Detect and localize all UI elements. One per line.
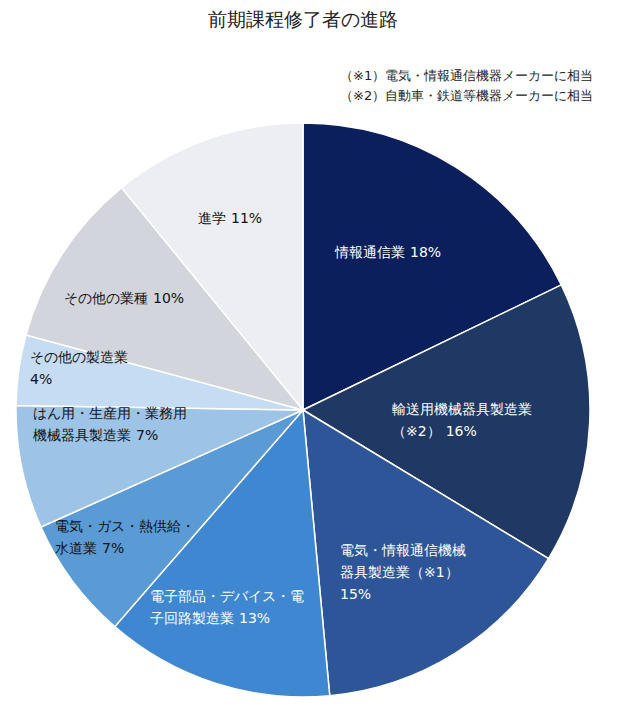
category-label: 電気・ガス・熱供給・ (55, 518, 195, 534)
value-label: 11% (231, 210, 262, 226)
pie-slice (303, 410, 549, 696)
pie-slice (16, 406, 303, 527)
category-label: 水道業 (55, 540, 97, 556)
annotation: （※1）電気・情報通信機器メーカーに相当 (340, 68, 593, 83)
slice-label: （※2） 16% (392, 423, 477, 439)
slice-label: 電気・ガス・熱供給・ (55, 518, 195, 534)
value-label: 16% (446, 423, 477, 439)
value-label: 10% (153, 290, 184, 306)
value-label: 18% (410, 244, 441, 260)
slice-label: 器具製造業（※1） (340, 564, 459, 580)
slice-label: 電気・情報通信機械 (340, 542, 466, 558)
category-label: 輸送用機械器具製造業 (392, 401, 532, 417)
annotation: （※2）自動車・鉄道等機器メーカーに相当 (340, 88, 593, 103)
category-label: 情報通信業 (334, 244, 405, 260)
category-label: 電気・情報通信機械 (340, 542, 466, 558)
category-label: 進学 (198, 210, 226, 226)
slice-label: その他の業種 10% (64, 290, 184, 306)
slice-label: 機械器具製造業 7% (33, 427, 158, 443)
slice-label: 電子部品・デバイス・電 (150, 588, 304, 604)
slice-label: 水道業 7% (55, 540, 124, 556)
pie-slice (122, 123, 303, 410)
slice-label: 輸送用機械器具製造業 (392, 401, 532, 417)
value-label: 7% (136, 427, 158, 443)
slice-label: 子回路製造業 13% (150, 610, 270, 626)
value-label: 7% (102, 540, 124, 556)
category-label: 器具製造業（※1） (340, 564, 459, 580)
category-label: その他の製造業 (30, 349, 128, 365)
chart-svg: 前期課程修了者の進路 （※1）電気・情報通信機器メーカーに相当 （※2）自動車・鉄道… (0, 0, 619, 720)
data-labels: 情報通信業 18% 輸送用機械器具製造業 （※2） 16% 電気・情報通信機械器具製造業（… (30, 210, 532, 626)
category-label: はん用・生産用・業務用 (33, 405, 187, 421)
category-label: 子回路製造業 (150, 610, 234, 626)
category-label: 機械器具製造業 (33, 427, 131, 443)
chart-container: 前期課程修了者の進路 （※1）電気・情報通信機器メーカーに相当 （※2）自動車・鉄道… (0, 0, 619, 720)
category-label: 電子部品・デバイス・電 (150, 588, 304, 604)
value-label: 4% (30, 371, 52, 387)
value-label: 13% (239, 610, 270, 626)
chart-title: 前期課程修了者の進路 (208, 8, 398, 30)
slice-label: その他の製造業 (30, 349, 128, 365)
slice-label: 情報通信業 18% (334, 244, 441, 260)
slices (16, 123, 590, 697)
category-label: （※2） (392, 423, 441, 439)
value-label: 15% (340, 586, 371, 602)
category-label: その他の業種 (64, 290, 148, 306)
slice-label: はん用・生産用・業務用 (33, 405, 187, 421)
slice-label: 進学 11% (198, 210, 262, 226)
